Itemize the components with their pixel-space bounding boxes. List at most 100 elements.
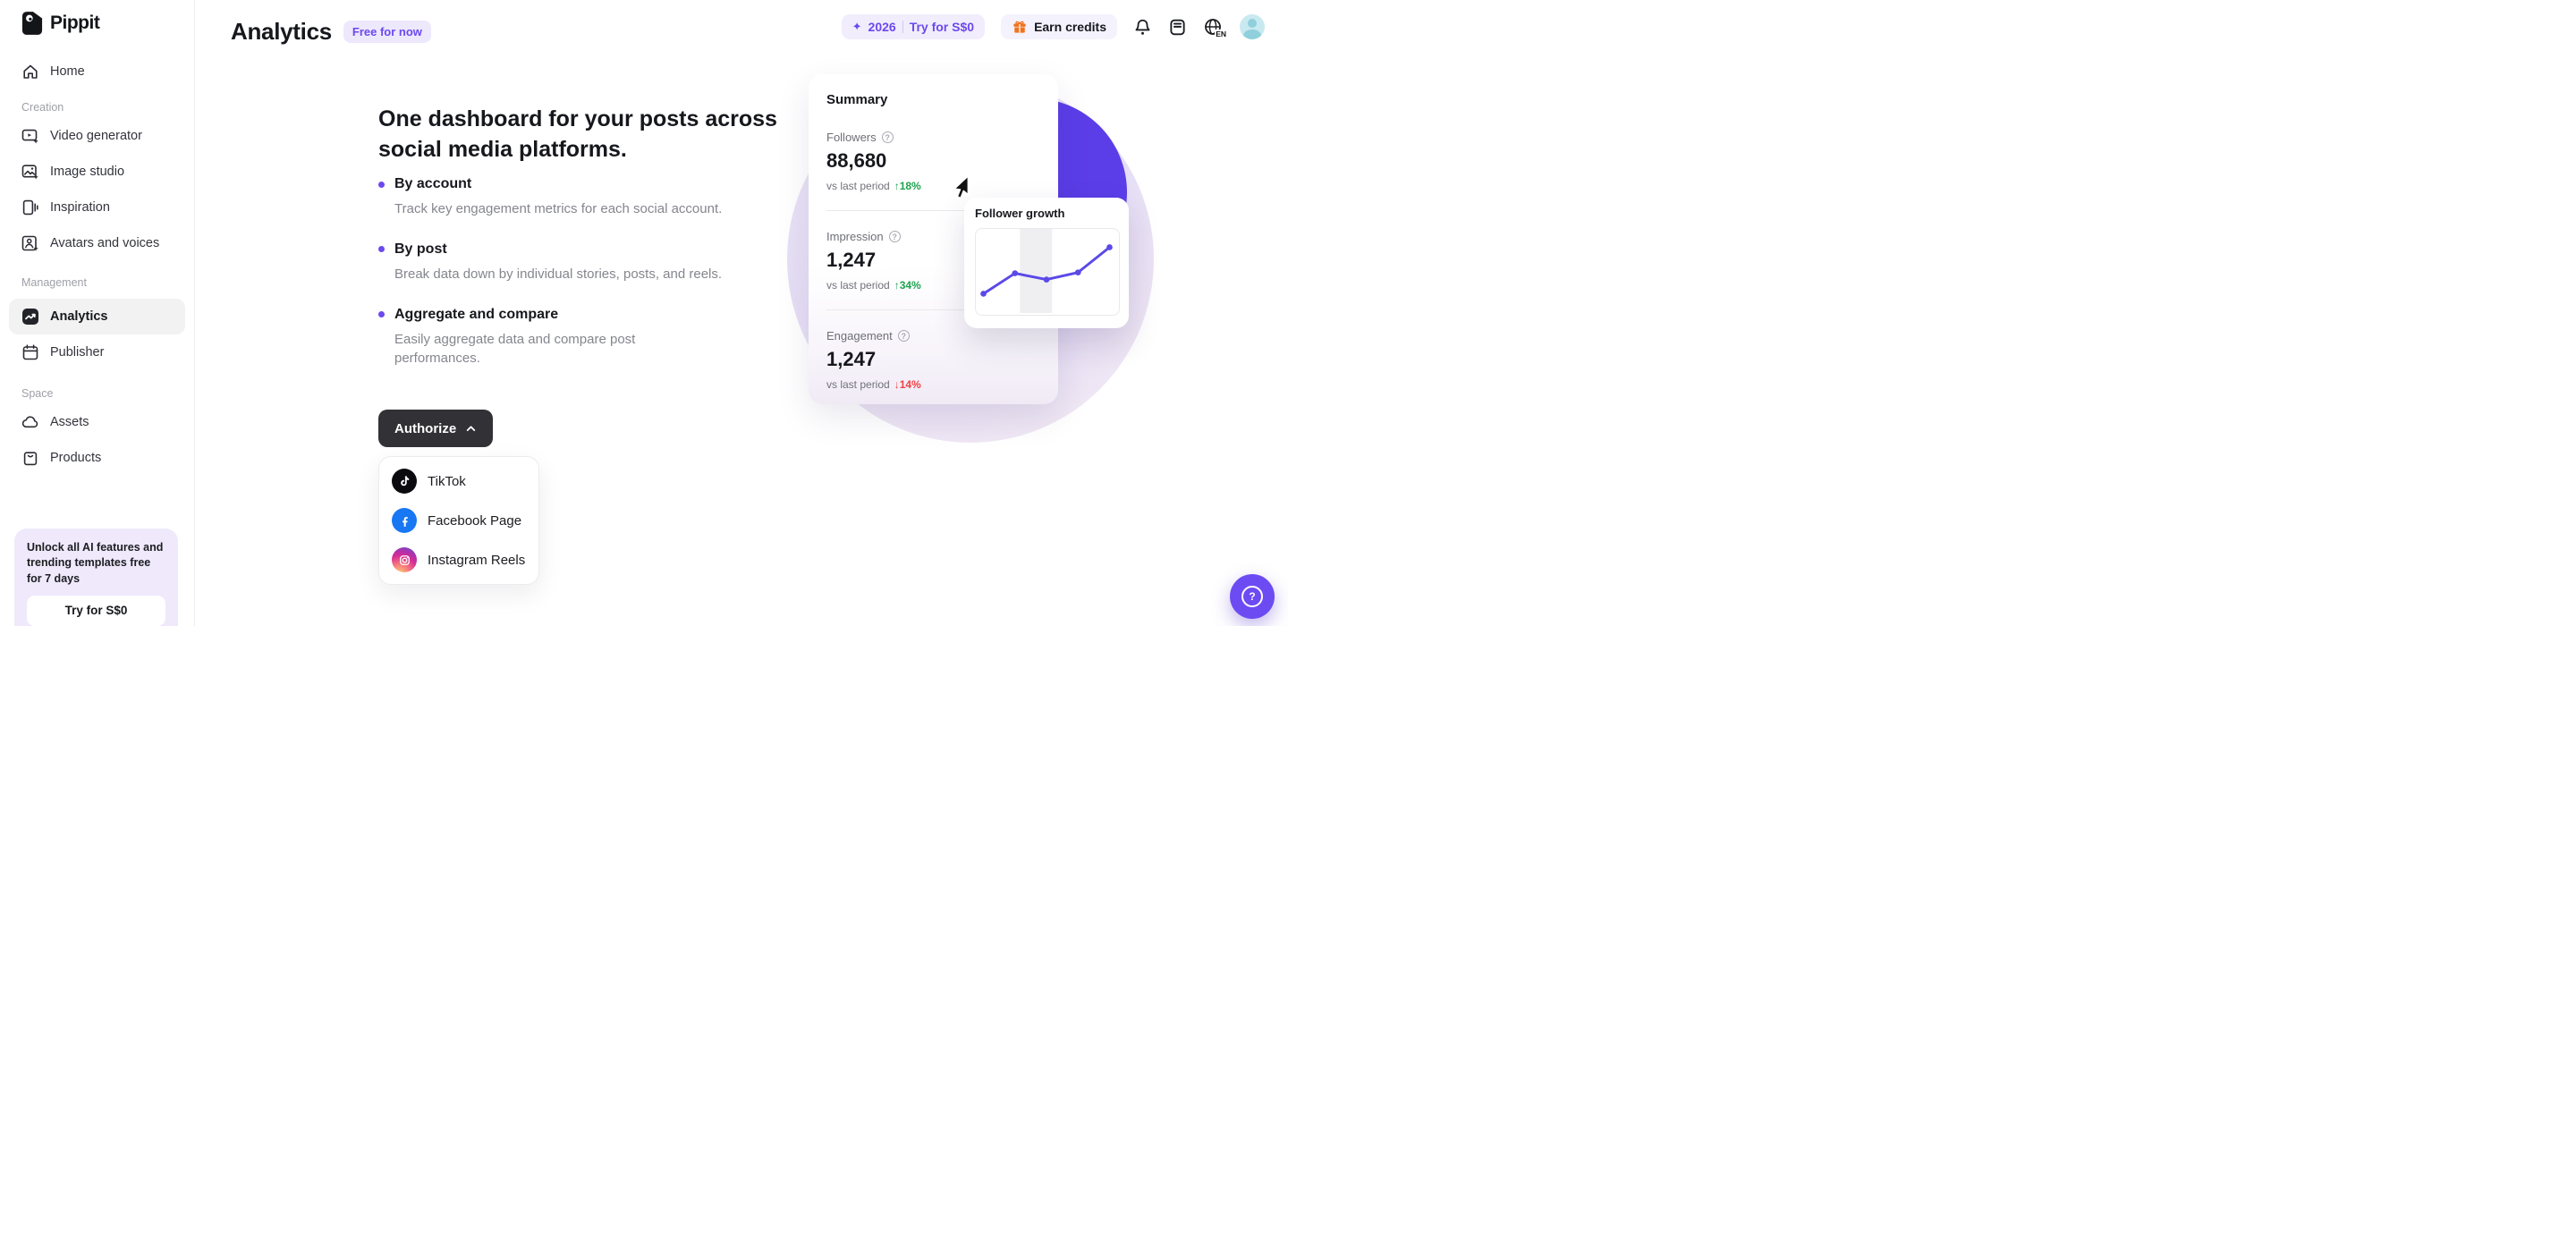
help-circle-icon: ? [897,330,910,342]
compare-label: vs last period [826,180,890,192]
metric-delta: ↓14% [894,378,921,391]
metric-delta: ↑18% [894,180,921,192]
cursor-pointer-icon [953,174,970,199]
hero-heading: One dashboard for your posts across soci… [378,106,777,162]
sidebar-item-avatars-and-voices[interactable]: Avatars and voices [9,225,185,261]
follower-growth-title: Follower growth [975,207,1065,220]
user-avatar[interactable] [1240,14,1265,39]
metric-followers: Followers? 88,680 vs last period ↑18% [826,131,1040,192]
brand-logo[interactable]: Pippit [21,11,100,36]
divider [826,210,1040,211]
promo-message: Unlock all AI features and trending temp… [27,541,164,585]
feature-title: By post [394,241,447,257]
promo-try-button[interactable]: Try for S$0 [27,595,165,626]
brand-name: Pippit [50,13,100,33]
language-switcher[interactable]: EN [1203,17,1227,38]
metric-value: 1,247 [826,249,877,271]
sidebar-item-products[interactable]: Products [9,440,185,476]
pippit-app-window: Pippit Home Creation Video generator Ima… [0,0,1288,626]
sidebar-item-inspiration[interactable]: Inspiration [9,190,185,225]
free-for-now-badge: Free for now [343,21,431,43]
delta-arrow-icon: ↑ [894,180,900,192]
feature-title: Aggregate and compare [394,306,559,322]
globe-icon [1205,19,1221,35]
section-label-creation: Creation [21,101,64,114]
feature-by-post: By post Break data down by individual st… [378,241,772,284]
summary-title: Summary [826,92,888,107]
feature-aggregate-compare: Aggregate and compare Easily aggregate d… [378,306,772,369]
billing-plan-icon[interactable] [1168,18,1187,37]
bullet-dot [378,181,385,188]
feature-title: By account [394,176,472,191]
bullet-dot [378,246,385,253]
pill-divider [902,21,903,33]
credits-trial-pill[interactable]: ✦ 2026 Try for S$0 [841,14,986,39]
divider [826,309,1040,310]
sidebar-item-image-studio[interactable]: Image studio [9,154,185,190]
authorize-button[interactable]: Authorize [378,410,494,447]
metric-label: Impression [826,230,884,243]
avatar-silhouette [1248,19,1257,28]
sidebar-item-label: Inspiration [50,200,110,215]
gift-icon [1013,21,1026,33]
notifications-bell-icon[interactable] [1133,18,1152,37]
sidebar-item-label: Products [50,451,102,465]
follower-growth-chart [975,228,1120,316]
page-header: Analytics Free for now [231,18,431,46]
earn-credits-label: Earn credits [1034,20,1106,34]
sidebar-item-video-generator[interactable]: Video generator [9,118,185,154]
sidebar-item-label: Publisher [50,345,105,360]
section-label-space: Space [21,387,54,400]
language-label: EN [1215,30,1227,38]
delta-arrow-icon: ↓ [894,378,900,391]
sidebar-item-label: Avatars and voices [50,236,160,250]
instagram-icon [392,547,417,572]
compare-label: vs last period [826,378,890,391]
image-studio-icon [21,165,38,180]
feature-by-account: By account Track key engagement metrics … [378,175,772,219]
trial-cta-label: Try for S$0 [909,20,975,34]
follower-growth-card: Follower growth [964,198,1129,328]
sidebar-item-assets[interactable]: Assets [9,404,185,440]
sidebar-item-home[interactable]: Home [9,54,185,89]
feature-description: Easily aggregate data and compare post p… [394,331,636,367]
compare-label: vs last period [826,279,890,292]
sidebar-nav: Home Creation Video generator Image stud… [9,54,185,476]
earn-credits-button[interactable]: Earn credits [1001,14,1117,39]
home-icon [23,64,38,79]
authorize-platform-menu: TikTok Facebook Page Instagram Reels [378,456,539,585]
products-bag-icon [23,452,38,466]
avatars-voices-icon [21,235,38,251]
metric-impression: Impression? 1,247 vs last period ↑34% [826,230,1040,292]
help-circle-icon: ? [888,231,901,242]
authorize-label: Authorize [394,420,457,436]
sidebar-item-analytics[interactable]: Analytics [9,299,185,334]
feature-description: Break data down by individual stories, p… [394,266,723,282]
platform-label: TikTok [428,473,466,489]
inspiration-icon [22,199,38,216]
publisher-calendar-icon [22,344,38,360]
sidebar-item-publisher[interactable]: Publisher [9,334,185,370]
metric-value: 1,247 [826,348,877,370]
sidebar-item-label: Image studio [50,165,125,179]
help-button[interactable]: ? [1230,574,1275,619]
platform-item-tiktok[interactable]: TikTok [379,461,538,501]
tiktok-icon [392,469,417,494]
question-mark-icon: ? [1241,586,1263,607]
credits-count: 2026 [868,20,896,34]
sidebar-item-label: Video generator [50,129,142,143]
feature-description: Track key engagement metrics for each so… [394,201,723,216]
trial-promo-card: Unlock all AI features and trending temp… [14,529,178,626]
sidebar-item-label: Assets [50,415,89,429]
metric-engagement: Engagement? 1,247 vs last period ↓14% [826,329,1040,391]
metric-label: Engagement [826,329,893,343]
platform-item-instagram-reels[interactable]: Instagram Reels [379,540,538,579]
page-title: Analytics [231,18,332,45]
platform-label: Facebook Page [428,512,522,529]
delta-arrow-icon: ↑ [894,279,900,292]
feature-list: By account Track key engagement metrics … [378,175,772,390]
platform-item-facebook-page[interactable]: Facebook Page [379,501,538,540]
assets-cloud-icon [21,416,38,428]
sparkle-icon: ✦ [852,20,862,33]
facebook-icon [392,508,417,533]
